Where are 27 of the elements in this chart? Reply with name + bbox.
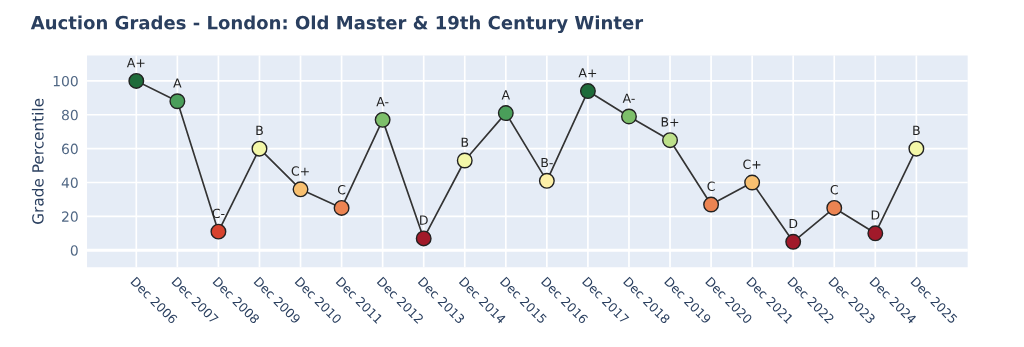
y-axis-title: Grade Percentile [31,98,44,224]
data-label: A [501,90,510,100]
data-label: A+ [578,68,597,78]
data-label: B- [541,158,553,168]
y-tick-label: 100 [53,75,78,87]
y-tick-label: 80 [61,109,78,121]
data-label: A [173,78,182,88]
data-label: A- [622,93,635,103]
data-label: D [789,218,798,229]
data-label: B [461,137,469,147]
data-label: B [256,125,263,135]
y-tick-label: 20 [62,211,78,222]
data-label: B [913,125,920,135]
y-tick-label: 0 [70,245,78,256]
data-label: A- [376,97,389,107]
data-label: C [830,184,838,195]
data-label: C+ [743,159,761,169]
chart-title: Auction Grades - London: Old Master & 19th Century Winter [30,15,644,34]
y-tick-label: 60 [62,143,78,155]
data-label: D [420,215,428,225]
data-label: B+ [661,117,679,127]
data-label: C [337,184,346,195]
y-tick-label: 40 [61,177,78,188]
data-label: C+ [291,166,309,176]
data-label: C [707,181,715,191]
data-label: A+ [126,58,145,68]
data-label: D [871,210,880,220]
